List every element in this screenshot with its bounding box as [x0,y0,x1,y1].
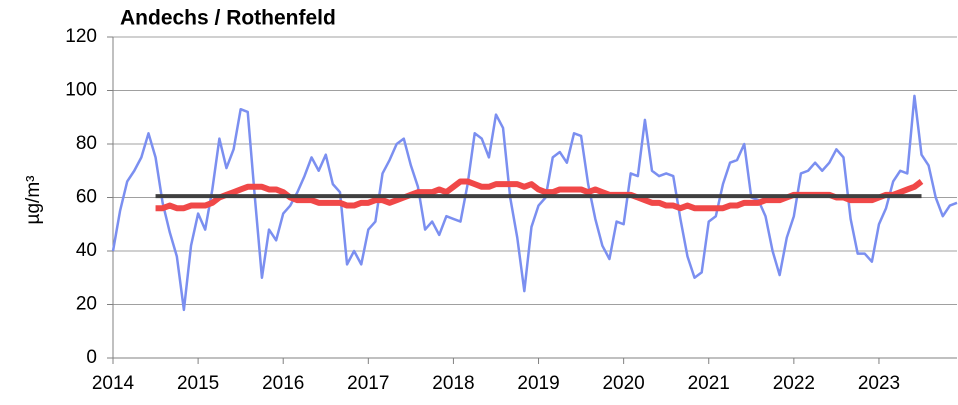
x-tick-label: 2017 [347,373,389,394]
y-tick-label: 0 [86,347,97,368]
y-tick-label: 100 [65,80,97,101]
x-tick-label: 2019 [517,373,559,394]
x-tick-label: 2018 [432,373,474,394]
y-tick-label: 120 [65,26,97,47]
x-tick-label: 2015 [177,373,219,394]
data-line [111,94,958,312]
y-tick-label: 40 [76,240,97,261]
x-tick-label: 2020 [602,373,644,394]
x-tick-label: 2022 [773,373,815,394]
y-tick-label: 60 [76,187,97,208]
x-tick-label: 2016 [262,373,304,394]
y-tick-label: 80 [76,133,97,154]
x-tick-label: 2021 [688,373,730,394]
y-tick-label: 20 [76,294,97,315]
x-tick-label: 2014 [92,373,135,394]
x-tick-label: 2023 [858,373,900,394]
chart-title: Andechs / Rothenfeld [120,7,336,30]
y-axis-label: µg/m³ [23,176,44,225]
